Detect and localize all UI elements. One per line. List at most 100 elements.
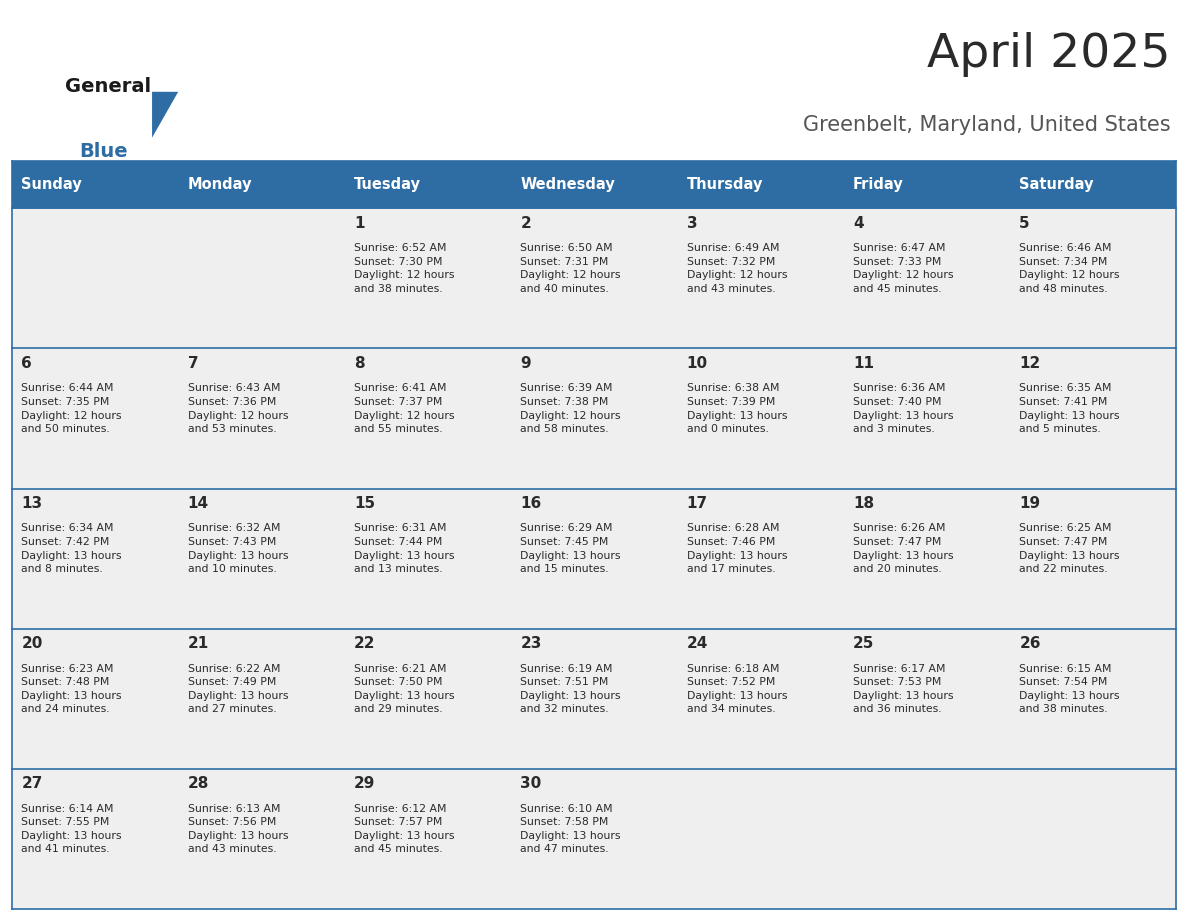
Bar [843,161,1010,208]
Bar [1010,629,1176,768]
Text: Sunrise: 6:14 AM
Sunset: 7:55 PM
Daylight: 13 hours
and 41 minutes.: Sunrise: 6:14 AM Sunset: 7:55 PM Dayligh… [21,803,122,855]
Text: Sunrise: 6:49 AM
Sunset: 7:32 PM
Daylight: 12 hours
and 43 minutes.: Sunrise: 6:49 AM Sunset: 7:32 PM Dayligh… [687,243,788,294]
Bar [1010,161,1176,208]
Bar [1010,768,1176,909]
Text: 4: 4 [853,216,864,230]
Text: Sunrise: 6:36 AM
Sunset: 7:40 PM
Daylight: 13 hours
and 3 minutes.: Sunrise: 6:36 AM Sunset: 7:40 PM Dayligh… [853,384,954,434]
Text: 8: 8 [354,356,365,371]
Text: 22: 22 [354,636,375,651]
Text: 16: 16 [520,496,542,511]
Text: 24: 24 [687,636,708,651]
Text: 11: 11 [853,356,874,371]
Text: Monday: Monday [188,177,252,192]
Bar [843,488,1010,629]
Bar [178,488,345,629]
Text: General: General [65,77,151,96]
Text: 13: 13 [21,496,43,511]
Text: Sunrise: 6:38 AM
Sunset: 7:39 PM
Daylight: 13 hours
and 0 minutes.: Sunrise: 6:38 AM Sunset: 7:39 PM Dayligh… [687,384,788,434]
Text: 23: 23 [520,636,542,651]
Bar [178,768,345,909]
Text: Wednesday: Wednesday [520,177,615,192]
Text: 27: 27 [21,776,43,791]
Bar [677,208,843,349]
Text: Sunrise: 6:22 AM
Sunset: 7:49 PM
Daylight: 13 hours
and 27 minutes.: Sunrise: 6:22 AM Sunset: 7:49 PM Dayligh… [188,664,289,714]
Text: Sunrise: 6:32 AM
Sunset: 7:43 PM
Daylight: 13 hours
and 10 minutes.: Sunrise: 6:32 AM Sunset: 7:43 PM Dayligh… [188,523,289,575]
Text: Sunrise: 6:17 AM
Sunset: 7:53 PM
Daylight: 13 hours
and 36 minutes.: Sunrise: 6:17 AM Sunset: 7:53 PM Dayligh… [853,664,954,714]
Text: Sunrise: 6:44 AM
Sunset: 7:35 PM
Daylight: 12 hours
and 50 minutes.: Sunrise: 6:44 AM Sunset: 7:35 PM Dayligh… [21,384,122,434]
Text: Sunrise: 6:35 AM
Sunset: 7:41 PM
Daylight: 13 hours
and 5 minutes.: Sunrise: 6:35 AM Sunset: 7:41 PM Dayligh… [1019,384,1120,434]
Bar [1010,488,1176,629]
Bar [511,488,677,629]
Bar [677,161,843,208]
Bar [511,161,677,208]
Text: 2: 2 [520,216,531,230]
Text: Sunrise: 6:26 AM
Sunset: 7:47 PM
Daylight: 13 hours
and 20 minutes.: Sunrise: 6:26 AM Sunset: 7:47 PM Dayligh… [853,523,954,575]
Text: Sunrise: 6:34 AM
Sunset: 7:42 PM
Daylight: 13 hours
and 8 minutes.: Sunrise: 6:34 AM Sunset: 7:42 PM Dayligh… [21,523,122,575]
Bar [178,629,345,768]
Text: Sunrise: 6:43 AM
Sunset: 7:36 PM
Daylight: 12 hours
and 53 minutes.: Sunrise: 6:43 AM Sunset: 7:36 PM Dayligh… [188,384,289,434]
Text: 21: 21 [188,636,209,651]
Text: Sunrise: 6:21 AM
Sunset: 7:50 PM
Daylight: 13 hours
and 29 minutes.: Sunrise: 6:21 AM Sunset: 7:50 PM Dayligh… [354,664,455,714]
Bar [178,349,345,488]
Text: Blue: Blue [80,142,128,162]
Text: Sunrise: 6:25 AM
Sunset: 7:47 PM
Daylight: 13 hours
and 22 minutes.: Sunrise: 6:25 AM Sunset: 7:47 PM Dayligh… [1019,523,1120,575]
Bar [677,768,843,909]
Text: Sunrise: 6:31 AM
Sunset: 7:44 PM
Daylight: 13 hours
and 13 minutes.: Sunrise: 6:31 AM Sunset: 7:44 PM Dayligh… [354,523,455,575]
Text: Tuesday: Tuesday [354,177,421,192]
Bar [677,349,843,488]
Text: 19: 19 [1019,496,1041,511]
Text: 1: 1 [354,216,365,230]
Text: Sunrise: 6:28 AM
Sunset: 7:46 PM
Daylight: 13 hours
and 17 minutes.: Sunrise: 6:28 AM Sunset: 7:46 PM Dayligh… [687,523,788,575]
Text: 6: 6 [21,356,32,371]
Bar [345,629,511,768]
Bar [345,208,511,349]
Bar [843,349,1010,488]
Bar [1010,349,1176,488]
Bar [843,208,1010,349]
Text: Sunrise: 6:10 AM
Sunset: 7:58 PM
Daylight: 13 hours
and 47 minutes.: Sunrise: 6:10 AM Sunset: 7:58 PM Dayligh… [520,803,621,855]
Text: 29: 29 [354,776,375,791]
Text: 9: 9 [520,356,531,371]
Text: Sunrise: 6:15 AM
Sunset: 7:54 PM
Daylight: 13 hours
and 38 minutes.: Sunrise: 6:15 AM Sunset: 7:54 PM Dayligh… [1019,664,1120,714]
Bar [12,768,178,909]
Text: Sunrise: 6:46 AM
Sunset: 7:34 PM
Daylight: 12 hours
and 48 minutes.: Sunrise: 6:46 AM Sunset: 7:34 PM Dayligh… [1019,243,1120,294]
Text: 12: 12 [1019,356,1041,371]
Text: Sunday: Sunday [21,177,82,192]
Text: Sunrise: 6:50 AM
Sunset: 7:31 PM
Daylight: 12 hours
and 40 minutes.: Sunrise: 6:50 AM Sunset: 7:31 PM Dayligh… [520,243,621,294]
Bar [345,161,511,208]
Text: Thursday: Thursday [687,177,763,192]
Text: 25: 25 [853,636,874,651]
Bar [345,488,511,629]
Text: 7: 7 [188,356,198,371]
Bar [677,488,843,629]
Text: Sunrise: 6:13 AM
Sunset: 7:56 PM
Daylight: 13 hours
and 43 minutes.: Sunrise: 6:13 AM Sunset: 7:56 PM Dayligh… [188,803,289,855]
Bar [843,629,1010,768]
Text: 17: 17 [687,496,708,511]
Text: Sunrise: 6:23 AM
Sunset: 7:48 PM
Daylight: 13 hours
and 24 minutes.: Sunrise: 6:23 AM Sunset: 7:48 PM Dayligh… [21,664,122,714]
Bar [12,208,178,349]
Text: Sunrise: 6:52 AM
Sunset: 7:30 PM
Daylight: 12 hours
and 38 minutes.: Sunrise: 6:52 AM Sunset: 7:30 PM Dayligh… [354,243,455,294]
Text: Sunrise: 6:19 AM
Sunset: 7:51 PM
Daylight: 13 hours
and 32 minutes.: Sunrise: 6:19 AM Sunset: 7:51 PM Dayligh… [520,664,621,714]
Text: Sunrise: 6:41 AM
Sunset: 7:37 PM
Daylight: 12 hours
and 55 minutes.: Sunrise: 6:41 AM Sunset: 7:37 PM Dayligh… [354,384,455,434]
Text: 15: 15 [354,496,375,511]
Text: 3: 3 [687,216,697,230]
Text: Greenbelt, Maryland, United States: Greenbelt, Maryland, United States [803,115,1170,135]
Text: Sunrise: 6:18 AM
Sunset: 7:52 PM
Daylight: 13 hours
and 34 minutes.: Sunrise: 6:18 AM Sunset: 7:52 PM Dayligh… [687,664,788,714]
Text: 20: 20 [21,636,43,651]
Bar [511,349,677,488]
Bar [12,629,178,768]
Bar [511,629,677,768]
Text: 30: 30 [520,776,542,791]
Text: Sunrise: 6:47 AM
Sunset: 7:33 PM
Daylight: 12 hours
and 45 minutes.: Sunrise: 6:47 AM Sunset: 7:33 PM Dayligh… [853,243,954,294]
Bar [843,768,1010,909]
Bar [511,208,677,349]
Bar [677,629,843,768]
Bar [1010,208,1176,349]
Text: April 2025: April 2025 [927,32,1170,77]
Bar [345,768,511,909]
Text: Saturday: Saturday [1019,177,1094,192]
Text: Friday: Friday [853,177,904,192]
Bar [12,488,178,629]
Text: 5: 5 [1019,216,1030,230]
Text: 18: 18 [853,496,874,511]
